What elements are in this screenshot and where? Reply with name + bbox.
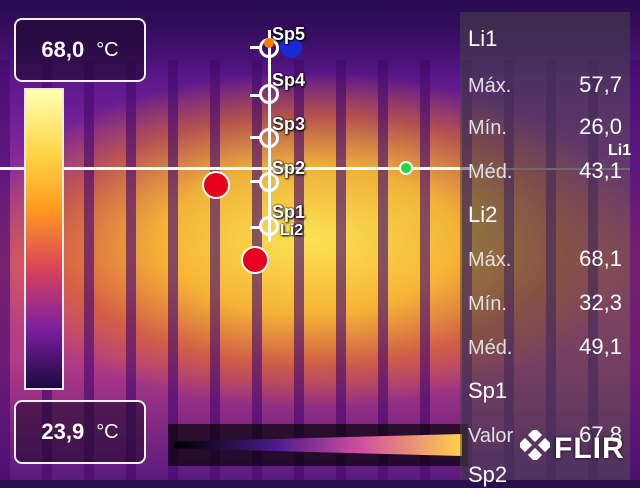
brand-logo-text: FLIR: [554, 432, 625, 465]
line-profile-gradient: [174, 434, 462, 456]
li1-max-value: 57,7: [579, 72, 622, 97]
li2-name: Li2: [468, 202, 498, 227]
sp2-name: Sp2: [468, 462, 508, 487]
line-profile-bar: [168, 424, 468, 466]
sp1-name: Sp1: [468, 378, 508, 403]
scale-min-box[interactable]: 23,9 °C: [14, 400, 146, 464]
sp1-val-key: Valor: [468, 425, 514, 447]
tick-mark: [250, 180, 260, 183]
hot-spot-marker: [202, 171, 230, 199]
spot-sp1-marker[interactable]: [259, 216, 279, 236]
panel-row: Méd. 43,1: [468, 158, 622, 184]
sp1-value: 67,8: [579, 422, 622, 447]
scale-min-unit: °C: [96, 420, 119, 443]
li2-max-key: Máx.: [468, 249, 512, 271]
line-marker-green[interactable]: [399, 161, 413, 175]
scale-max-box[interactable]: 68,0 °C: [14, 18, 146, 82]
spot-label-sp4: Sp4: [272, 70, 306, 90]
spot-sp4-marker[interactable]: [259, 84, 279, 104]
panel-row: Valor 67,8: [468, 422, 622, 448]
tick-mark: [250, 94, 260, 97]
li1-name: Li1: [468, 26, 498, 51]
orange-marker: [264, 38, 274, 48]
flir-logo-icon: [520, 430, 550, 460]
li2-max-value: 68,1: [579, 246, 622, 271]
line-li1[interactable]: [0, 167, 470, 170]
cold-spot-marker: [280, 36, 302, 58]
panel-row: Sp1: [468, 378, 622, 404]
li1-min-value: 26,0: [579, 114, 622, 139]
li2-avg-value: 49,1: [579, 334, 622, 359]
hot-spot-marker: [241, 246, 269, 274]
results-panel: Li1 Máx. 57,7 Mín. 26,0 Méd. 43,1 Li2 Máx. 6…: [460, 12, 630, 487]
panel-row: Mín. 32,3: [468, 290, 622, 316]
spot-sp2-marker[interactable]: [259, 172, 279, 192]
spot-label-sp5: Sp5: [272, 24, 306, 44]
panel-row: Méd. 49,1: [468, 334, 622, 360]
panel-row: Máx. 68,1: [468, 246, 622, 272]
li1-avg-value: 43,1: [579, 158, 622, 183]
li2-min-value: 32,3: [579, 290, 622, 315]
scale-max-value: 68,0: [41, 37, 85, 62]
line-li1-edge-label: Li1: [608, 142, 632, 159]
tick-mark: [250, 226, 260, 229]
scale-max-unit: °C: [96, 38, 119, 61]
spot-label-sp2: Sp2: [272, 158, 306, 178]
tick-mark: [250, 46, 260, 49]
spot-sp3-marker[interactable]: [259, 128, 279, 148]
li1-avg-key: Méd.: [468, 161, 513, 183]
panel-row: Máx. 57,7: [468, 72, 622, 98]
spot-label-sp1: Sp1: [272, 202, 306, 222]
line-label-li2: Li2: [280, 222, 304, 239]
li2-min-key: Mín.: [468, 293, 507, 315]
panel-row: Li1: [468, 26, 622, 52]
panel-row: Li2: [468, 202, 622, 228]
spot-label-sp3: Sp3: [272, 114, 306, 134]
li2-avg-key: Méd.: [468, 337, 513, 359]
li1-max-key: Máx.: [468, 75, 512, 97]
tick-mark: [250, 136, 260, 139]
color-scale-bar: [24, 88, 64, 390]
panel-row: Mín. 26,0: [468, 114, 622, 140]
scale-min-value: 23,9: [41, 419, 85, 444]
li1-min-key: Mín.: [468, 117, 507, 139]
